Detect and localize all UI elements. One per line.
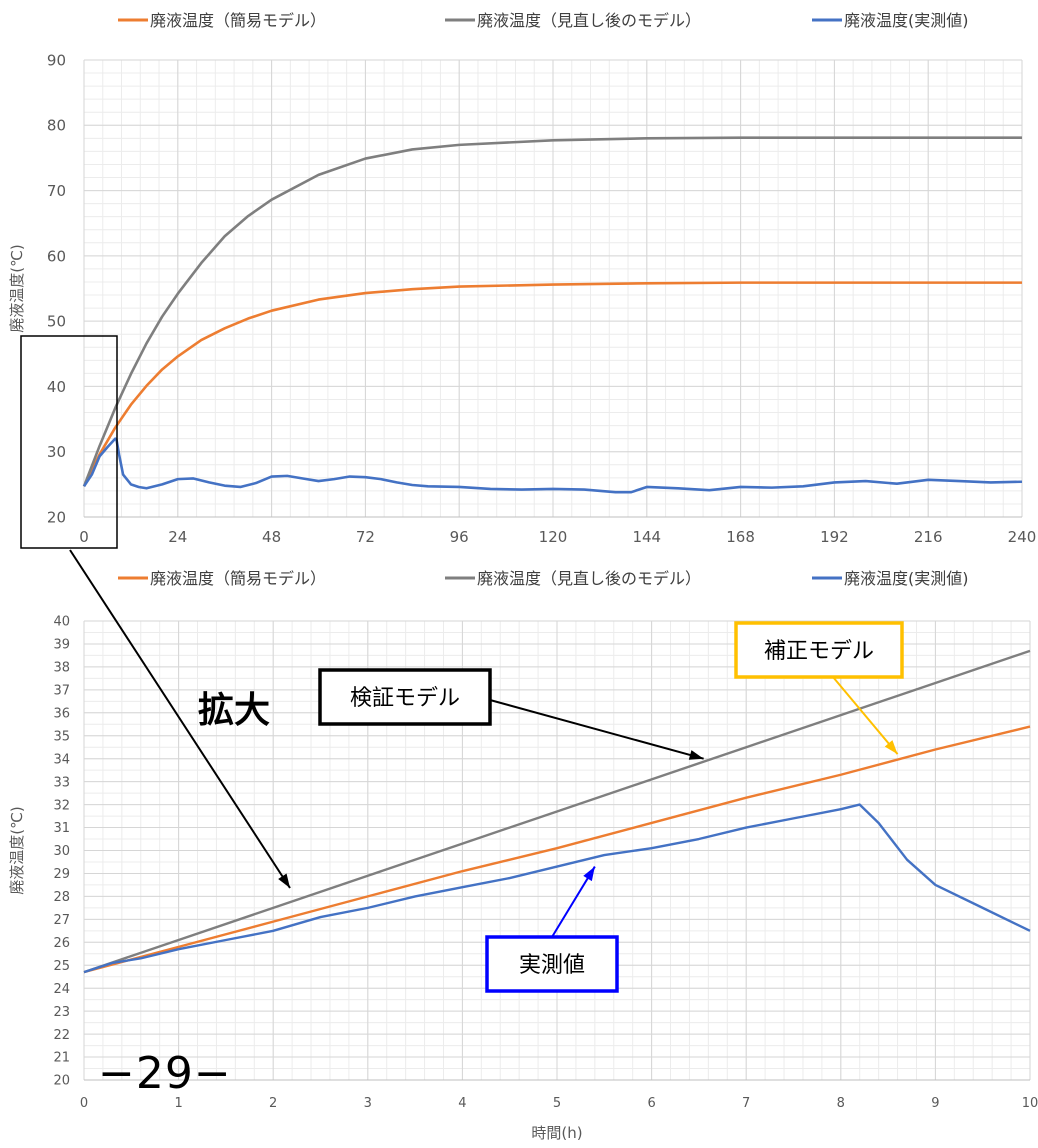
y-tick-label: 40	[47, 378, 66, 396]
x-tick-label: 4	[458, 1096, 466, 1111]
y-tick-label: 80	[47, 117, 66, 135]
y-tick-label: 33	[53, 775, 70, 790]
zoom-arrow	[69, 549, 291, 889]
legend-label: 廃液温度（見直し後のモデル）	[477, 569, 701, 588]
x-tick-label: 0	[79, 528, 89, 546]
legend-label: 廃液温度(実測値)	[844, 569, 969, 588]
zoom-label: 拡大	[198, 690, 270, 731]
y-tick-label: 23	[53, 1005, 70, 1020]
y-tick-label: 34	[53, 752, 70, 767]
y-tick-label: 26	[53, 936, 70, 951]
verification-model-box	[318, 668, 492, 726]
x-tick-label: 9	[931, 1096, 939, 1111]
x-tick-label: 6	[647, 1096, 655, 1111]
corrected-model-arrow-head	[884, 740, 898, 755]
series-line	[83, 803, 1031, 974]
x-tick-label: 1	[174, 1096, 182, 1111]
x-tick-label: 72	[356, 528, 375, 546]
corrected-model-arrow	[832, 676, 899, 755]
page-number: −29−	[98, 1048, 232, 1099]
x-tick-label: 120	[539, 528, 568, 546]
legend-top-chart: 廃液温度（簡易モデル） 廃液温度（見直し後のモデル） 廃液温度(実測値)	[118, 11, 969, 30]
x-tick-label: 2	[269, 1096, 277, 1111]
x-tick-label: 8	[837, 1096, 845, 1111]
series-line	[83, 725, 1031, 974]
chart-full-period: 0 24 48 72 96 120 144 168 192 216 240 20 30 40 50 60 70 8…	[8, 51, 1036, 546]
x-tick-label: 192	[820, 528, 849, 546]
measured-value-arrow-head	[583, 866, 595, 882]
zoom-region-box	[20, 335, 118, 549]
y-axis-title: 廃液温度(℃)	[8, 806, 26, 895]
y-tick-label: 21	[53, 1051, 70, 1066]
x-tick-label: 5	[553, 1096, 561, 1111]
x-tick-label: 216	[914, 528, 943, 546]
y-tick-label: 60	[47, 247, 66, 265]
x-tick-label: 10	[1022, 1096, 1038, 1111]
y-axis-title: 廃液温度(℃)	[8, 244, 26, 333]
y-tick-label: 20	[53, 1074, 70, 1089]
y-tick-label: 37	[53, 684, 70, 699]
y-tick-label: 35	[53, 729, 70, 744]
series-line	[82, 437, 1023, 494]
corrected-model-box	[734, 621, 904, 679]
y-tick-label: 28	[53, 890, 70, 905]
legend-label: 廃液温度（見直し後のモデル）	[477, 11, 701, 30]
x-tick-label: 168	[726, 528, 755, 546]
x-tick-label: 144	[632, 528, 661, 546]
y-tick-label: 24	[53, 982, 70, 997]
legend-label: 廃液温度（簡易モデル）	[150, 569, 326, 588]
x-tick-label: 24	[168, 528, 187, 546]
x-axis-title: 時間(h)	[531, 1124, 582, 1142]
y-tick-label: 25	[53, 959, 70, 974]
legend-bottom-chart: 廃液温度（簡易モデル） 廃液温度（見直し後のモデル） 廃液温度(実測値)	[118, 569, 969, 588]
series-line	[82, 281, 1022, 487]
series-line	[82, 136, 1022, 487]
y-tick-label: 90	[47, 51, 66, 69]
x-tick-label: 240	[1008, 528, 1037, 546]
legend-label: 廃液温度(実測値)	[844, 11, 969, 30]
x-tick-label: 48	[262, 528, 281, 546]
x-tick-label: 0	[80, 1096, 88, 1111]
corrected-model-label: 補正モデル	[764, 639, 874, 664]
y-tick-label: 31	[53, 821, 70, 836]
measured-value-label: 実測値	[519, 953, 585, 978]
y-tick-label: 22	[53, 1028, 70, 1043]
y-tick-label: 29	[53, 867, 70, 882]
y-tick-label: 70	[47, 182, 66, 200]
verification-model-arrow	[489, 699, 704, 760]
y-tick-label: 32	[53, 798, 70, 813]
x-tick-label: 96	[450, 528, 469, 546]
chart-zoomed: 0 1 2 3 4 5 6 7 8 9 102021222324252627282930313233…	[8, 615, 1038, 1142]
series-line	[83, 649, 1031, 974]
y-tick-label: 27	[53, 913, 70, 928]
x-tick-label: 7	[742, 1096, 750, 1111]
zoom-arrow-head	[278, 873, 290, 888]
y-tick-label: 30	[53, 844, 70, 859]
x-tick-label: 3	[364, 1096, 372, 1111]
y-tick-label: 39	[53, 638, 70, 653]
y-tick-label: 36	[53, 706, 70, 721]
y-tick-label: 20	[47, 508, 66, 526]
y-tick-label: 40	[53, 615, 70, 630]
legend-label: 廃液温度（簡易モデル）	[150, 11, 326, 30]
verification-model-arrow-head	[688, 750, 704, 760]
y-tick-label: 30	[47, 443, 66, 461]
y-tick-label: 38	[53, 661, 70, 676]
verification-model-label: 検証モデル	[350, 686, 460, 711]
y-tick-label: 50	[47, 313, 66, 331]
